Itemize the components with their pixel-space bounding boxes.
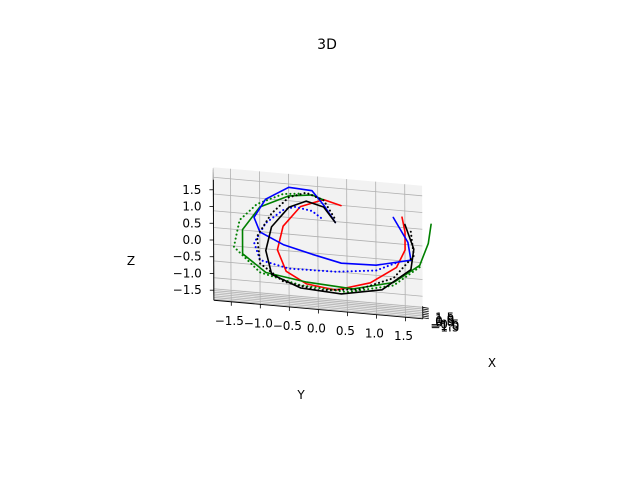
x-axis-label: X	[488, 356, 496, 370]
series-line	[241, 194, 432, 290]
y-tick-label: −0.5	[273, 319, 302, 333]
x-tick-label: 0.5	[435, 314, 454, 328]
z-tick-label: −0.5	[173, 250, 202, 264]
x-tick-label: −1.5	[430, 321, 459, 335]
x-tick-label: −1.0	[430, 319, 459, 333]
x-tick-mark	[422, 313, 429, 316]
series-lines	[232, 186, 432, 295]
gridline	[213, 193, 423, 213]
x-tick-mark	[422, 306, 429, 309]
z-tick-label: −1.5	[173, 283, 202, 297]
series-line	[264, 200, 415, 295]
chart-title: 3D	[317, 37, 337, 53]
x-tick-mark	[422, 317, 429, 320]
z-tick-label: 0.5	[182, 216, 201, 230]
y-tick-label: 1.0	[365, 327, 384, 341]
gridline	[375, 181, 377, 303]
z-axis-label: Z	[127, 254, 135, 268]
gridline	[213, 210, 423, 230]
gridline	[213, 293, 423, 313]
z-tick-label: 0.0	[183, 233, 202, 247]
y-tick-label: −1.5	[215, 314, 244, 328]
x-tick-label: 1.5	[435, 310, 454, 324]
x-tick-mark	[422, 315, 429, 318]
series-line	[253, 186, 412, 267]
gridline	[213, 176, 423, 197]
gridline	[213, 288, 423, 308]
z-tick-label: −1.0	[173, 267, 202, 281]
gridline	[346, 179, 348, 300]
y-tick-label: −1.0	[244, 316, 273, 330]
axes	[209, 179, 429, 322]
x-tick-mark	[422, 310, 429, 313]
z-tick-label: 1.0	[182, 200, 201, 214]
gridline	[213, 291, 423, 312]
y-axis-label: Y	[296, 388, 305, 402]
series-line	[276, 198, 406, 291]
x-tick-label: 1.0	[435, 312, 454, 326]
x-tick-label: −0.5	[430, 317, 459, 331]
series-line	[232, 192, 421, 294]
series-line	[256, 191, 415, 292]
gridline	[213, 290, 423, 310]
y-tick-label: 0.0	[307, 322, 326, 336]
x-tick-label: 0.0	[435, 316, 454, 330]
y-tick-label: 0.5	[336, 324, 355, 338]
tick-labels: −1.5 −1.0 −0.5 0.0 0.5 1.0 1.5−1.5−1.0−0.50.00…	[173, 183, 460, 343]
gridline	[213, 227, 423, 247]
series-line	[253, 205, 401, 273]
x-tick-mark	[422, 308, 429, 311]
y-tick-label: 1.5	[394, 329, 413, 343]
x-tick-mark	[422, 312, 429, 314]
z-tick-label: 1.5	[182, 183, 201, 197]
